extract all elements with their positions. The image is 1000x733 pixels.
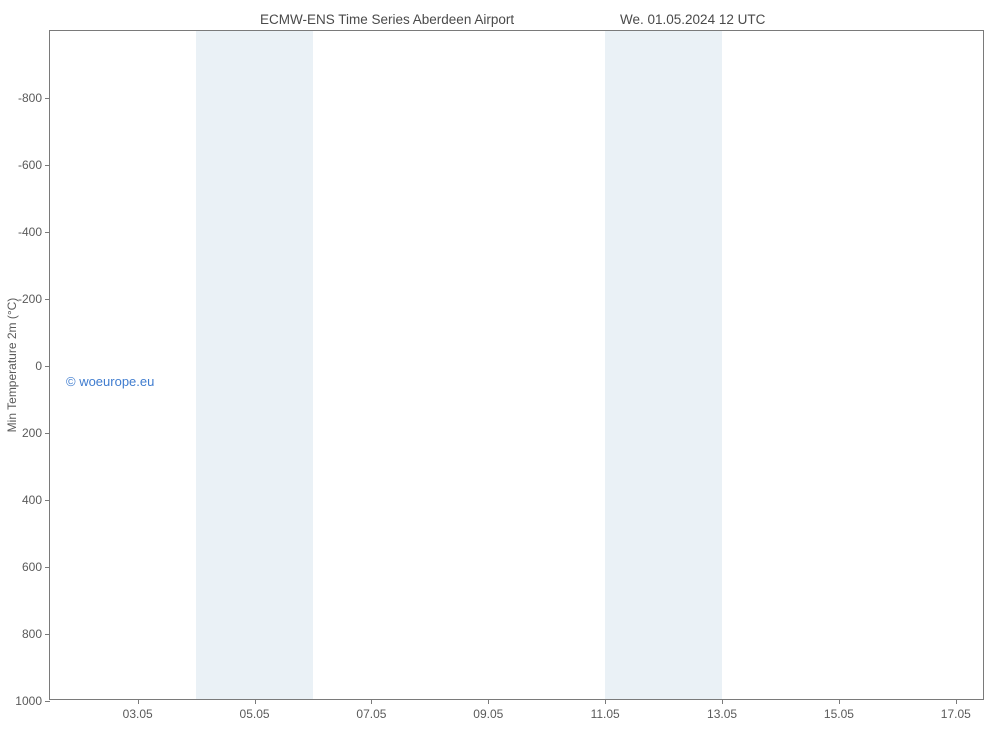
x-tick-label: 05.05	[240, 707, 270, 721]
x-tick	[255, 699, 256, 704]
chart-title-left: ECMW-ENS Time Series Aberdeen Airport	[260, 12, 514, 27]
y-tick-label: 800	[22, 627, 42, 641]
chart-title-right: We. 01.05.2024 12 UTC	[620, 12, 765, 27]
y-tick-label: 600	[22, 560, 42, 574]
y-tick	[45, 366, 50, 367]
y-tick	[45, 634, 50, 635]
y-tick-label: 1000	[15, 694, 42, 708]
x-tick	[605, 699, 606, 704]
y-tick	[45, 299, 50, 300]
y-tick-label: 0	[35, 359, 42, 373]
y-tick	[45, 433, 50, 434]
watermark: © woeurope.eu	[66, 374, 154, 389]
x-tick	[956, 699, 957, 704]
y-tick-label: -800	[18, 91, 42, 105]
x-tick	[839, 699, 840, 704]
y-tick	[45, 165, 50, 166]
x-tick-label: 07.05	[356, 707, 386, 721]
plot-area: © woeurope.eu -800-600-400-2000200400600…	[49, 30, 984, 700]
y-tick-label: -600	[18, 158, 42, 172]
y-tick-label: -400	[18, 225, 42, 239]
y-tick	[45, 567, 50, 568]
y-tick-label: -200	[18, 292, 42, 306]
x-tick-label: 15.05	[824, 707, 854, 721]
x-tick	[488, 699, 489, 704]
x-tick-label: 13.05	[707, 707, 737, 721]
y-tick-label: 200	[22, 426, 42, 440]
y-tick	[45, 500, 50, 501]
y-tick	[45, 232, 50, 233]
weekend-band	[605, 31, 722, 699]
x-tick-label: 03.05	[123, 707, 153, 721]
weekend-band	[196, 31, 313, 699]
y-tick-label: 400	[22, 493, 42, 507]
x-tick	[138, 699, 139, 704]
y-tick	[45, 701, 50, 702]
y-tick	[45, 98, 50, 99]
y-axis-label: Min Temperature 2m (°C)	[5, 298, 19, 433]
x-tick-label: 11.05	[591, 707, 620, 721]
chart-container: ECMW-ENS Time Series Aberdeen Airport We…	[0, 0, 1000, 733]
x-tick	[722, 699, 723, 704]
x-tick	[371, 699, 372, 704]
x-tick-label: 17.05	[941, 707, 971, 721]
x-tick-label: 09.05	[473, 707, 503, 721]
